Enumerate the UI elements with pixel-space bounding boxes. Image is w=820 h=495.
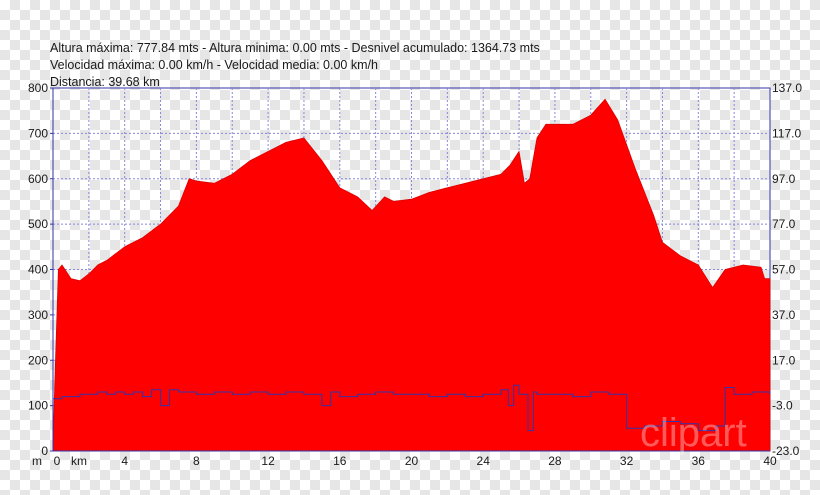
x-tick-label: 8 (193, 454, 200, 468)
y-tick-label: 700 (28, 126, 48, 140)
y-tick-label: 600 (28, 172, 48, 186)
x-tick-label: 20 (405, 454, 419, 468)
y-tick-label: 0 (41, 444, 48, 458)
x-tick-label: 4 (121, 454, 128, 468)
x-axis-unit: km (71, 454, 87, 468)
x-tick-label: 28 (548, 454, 562, 468)
x-tick-label: 24 (477, 454, 491, 468)
x-tick-label: 40 (763, 454, 777, 468)
x-tick-label: 16 (333, 454, 347, 468)
y2-tick-label: 97.0 (772, 172, 796, 186)
y2-tick-label: 117.0 (772, 126, 801, 140)
y-tick-label: 300 (28, 308, 48, 322)
y-tick-label: 400 (28, 263, 48, 277)
y2-tick-label: 77.0 (772, 217, 796, 231)
header-line-1: Altura máxima: 777.84 mts - Altura minim… (50, 41, 540, 55)
y2-tick-label: -23.0 (772, 444, 800, 458)
y-axis-unit: m (32, 454, 42, 468)
y-tick-label: 100 (28, 399, 48, 413)
y-tick-label: 500 (28, 217, 48, 231)
elevation-area (52, 98, 771, 452)
chart-marks (52, 98, 771, 452)
x-tick-label: 12 (261, 454, 275, 468)
y2-tick-label: -3.0 (772, 399, 793, 413)
y2-tick-label: 37.0 (772, 308, 796, 322)
header-line-3: Distancia: 39.68 km (50, 75, 160, 89)
speed-line (53, 384, 771, 432)
header-line-2: Velocidad máxima: 0.00 km/h - Velocidad … (50, 58, 378, 72)
y2-tick-label: 17.0 (772, 353, 796, 367)
x-tick-label: 0 (54, 454, 61, 468)
y2-tick-label: 137.0 (772, 81, 802, 95)
y-tick-label: 200 (28, 353, 48, 367)
watermark: clipart (640, 411, 747, 455)
y-tick-label: 800 (28, 81, 48, 95)
x-tick-label: 36 (692, 454, 706, 468)
x-tick-label: 32 (620, 454, 634, 468)
y2-tick-label: 57.0 (772, 263, 796, 277)
